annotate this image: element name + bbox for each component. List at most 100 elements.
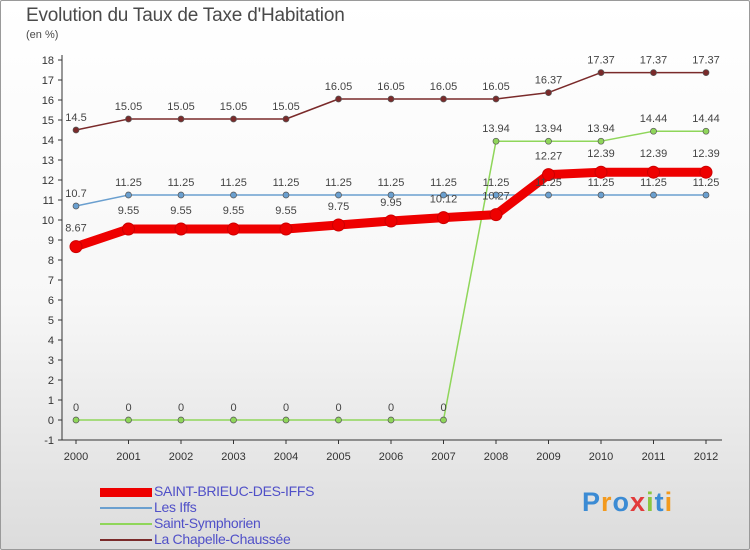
x-tick-label: 2002 (169, 451, 193, 463)
data-point (174, 222, 188, 236)
data-label: 10.7 (65, 188, 86, 200)
y-tick-label: 7 (48, 275, 54, 287)
data-point (545, 137, 552, 145)
data-label: 0 (73, 402, 79, 414)
data-point (542, 168, 555, 182)
data-point (440, 95, 447, 103)
data-label: 16.05 (430, 81, 458, 93)
data-label: 12.39 (640, 148, 668, 160)
data-point (702, 127, 710, 135)
data-label: 11.25 (483, 177, 510, 189)
data-point (440, 416, 447, 424)
legend-label: SAINT-BRIEUC-DES-IFFS (154, 483, 315, 499)
data-point (545, 89, 552, 96)
data-label: 12.39 (587, 148, 615, 160)
data-label: 15.05 (272, 101, 300, 113)
logo-letter: r (601, 487, 613, 517)
logo-letter: i (646, 487, 655, 517)
data-label: 11.25 (430, 177, 457, 189)
data-point (122, 222, 135, 236)
data-point (387, 95, 395, 103)
y-tick-label: 0 (48, 415, 54, 427)
y-tick-label: 3 (48, 355, 54, 367)
data-point (489, 208, 503, 222)
data-point (702, 69, 710, 76)
y-tick-label: 4 (48, 335, 54, 347)
data-point (125, 416, 132, 424)
legend-swatch (100, 487, 152, 497)
data-point (335, 416, 342, 424)
data-label: 13.94 (535, 123, 563, 135)
data-label: 0 (125, 402, 131, 414)
data-point (594, 165, 608, 179)
data-point (492, 191, 500, 199)
y-tick-label: 11 (43, 195, 54, 207)
x-tick-label: 2000 (64, 451, 88, 463)
data-label: 9.55 (118, 205, 139, 217)
data-label: 16.05 (377, 81, 405, 93)
x-tick-label: 2004 (274, 451, 298, 463)
data-label: 10.27 (482, 191, 510, 203)
x-tick-label: 2009 (536, 451, 560, 463)
proxiti-logo: Proxiti (582, 487, 673, 518)
logo-letter: x (630, 487, 647, 517)
legend-label: La Chapelle-Chaussée (154, 531, 291, 547)
y-tick-label: 18 (42, 55, 54, 67)
y-tick-label: 8 (48, 255, 54, 267)
data-point (230, 115, 237, 123)
y-tick-label: 14 (42, 135, 54, 147)
data-point (440, 191, 447, 199)
data-point (650, 69, 657, 76)
data-label: 9.55 (170, 205, 191, 217)
x-tick-label: 2012 (694, 451, 718, 463)
y-tick-label: 12 (42, 175, 54, 187)
data-label: 17.37 (587, 55, 615, 67)
x-tick-label: 2011 (642, 451, 666, 463)
data-point (384, 214, 398, 228)
logo-letter: t (654, 487, 665, 517)
data-label: 11.25 (693, 177, 720, 189)
data-label: 16.05 (325, 81, 353, 93)
data-label: 0 (230, 402, 236, 414)
data-point (492, 137, 500, 145)
data-label: 15.05 (220, 101, 248, 113)
data-label: 14.44 (640, 113, 668, 125)
data-point (279, 222, 293, 236)
data-label: 8.67 (65, 223, 86, 235)
data-label: 0 (283, 402, 289, 414)
y-tick-label: 17 (42, 75, 54, 87)
data-label: 9.55 (275, 205, 296, 217)
y-tick-label: -1 (44, 435, 54, 447)
data-label: 11.25 (115, 177, 142, 189)
data-label: 11.25 (273, 177, 300, 189)
x-tick-label: 2005 (326, 451, 350, 463)
data-label: 16.37 (535, 75, 563, 87)
data-label: 17.37 (692, 55, 720, 67)
data-label: 16.05 (482, 81, 510, 93)
data-label: 17.37 (640, 55, 668, 67)
y-tick-label: 15 (42, 115, 54, 127)
logo-letter: i (664, 487, 674, 517)
legend-swatch (100, 523, 152, 525)
y-tick-label: 6 (48, 295, 54, 307)
data-point (177, 191, 185, 199)
data-label: 0 (388, 402, 394, 414)
data-point (72, 416, 80, 424)
data-point (282, 191, 290, 199)
y-tick-label: 1 (48, 395, 54, 407)
data-point (650, 127, 657, 135)
data-label: 11.25 (378, 177, 405, 189)
data-label: 12.27 (535, 151, 563, 163)
data-point (647, 165, 660, 179)
y-tick-label: 5 (48, 315, 54, 327)
data-point (387, 416, 395, 424)
data-point (492, 95, 500, 103)
data-point (125, 191, 132, 199)
data-label: 0 (178, 402, 184, 414)
data-label: 9.75 (328, 201, 349, 213)
x-tick-label: 2010 (589, 451, 613, 463)
data-label: 0 (335, 402, 341, 414)
logo-letter: P (582, 487, 602, 517)
x-tick-label: 2006 (379, 451, 403, 463)
